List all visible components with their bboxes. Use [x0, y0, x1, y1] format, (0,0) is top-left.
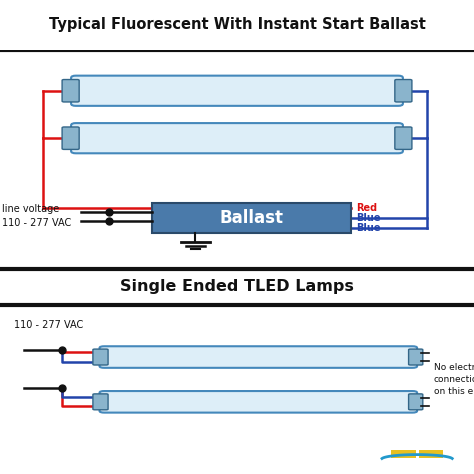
Bar [419, 450, 443, 458]
FancyBboxPatch shape [100, 346, 417, 368]
Text: Blue: Blue [356, 213, 381, 223]
FancyBboxPatch shape [93, 349, 108, 365]
FancyBboxPatch shape [395, 80, 412, 102]
FancyBboxPatch shape [152, 203, 351, 233]
Text: Red: Red [356, 203, 378, 213]
Bar [391, 450, 416, 458]
FancyBboxPatch shape [62, 127, 79, 149]
FancyBboxPatch shape [409, 349, 423, 365]
FancyBboxPatch shape [62, 80, 79, 102]
Text: 110 - 277 VAC: 110 - 277 VAC [14, 319, 83, 330]
FancyBboxPatch shape [71, 76, 403, 106]
FancyBboxPatch shape [71, 123, 403, 153]
Text: line voltage
110 - 277 VAC: line voltage 110 - 277 VAC [2, 204, 72, 228]
FancyBboxPatch shape [93, 394, 108, 410]
FancyBboxPatch shape [100, 391, 417, 412]
Text: Ballast: Ballast [219, 209, 283, 227]
Text: No electrical
connections
on this end: No electrical connections on this end [434, 363, 474, 396]
FancyBboxPatch shape [395, 127, 412, 149]
FancyBboxPatch shape [409, 394, 423, 410]
Text: Single Ended TLED Lamps: Single Ended TLED Lamps [120, 279, 354, 294]
Text: Typical Fluorescent With Instant Start Ballast: Typical Fluorescent With Instant Start B… [48, 18, 426, 32]
Text: Blue: Blue [356, 223, 381, 233]
